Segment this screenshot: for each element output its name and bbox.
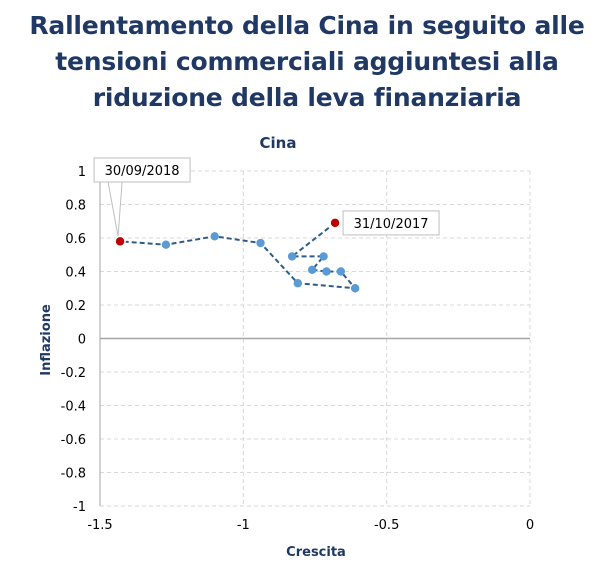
y-tick-label: -0.8: [61, 467, 86, 482]
chart-title: Cina: [260, 134, 297, 152]
page-title: Rallentamento della Cina in seguito alle…: [29, 11, 585, 112]
callouts: 31/10/2017 30/09/2018: [93, 157, 440, 237]
series-line: [119, 222, 358, 290]
axes: [99, 171, 530, 506]
y-tick-label: 0.2: [65, 299, 86, 314]
data-point: [293, 279, 302, 288]
x-tick-label: 0: [526, 518, 534, 533]
grid: [100, 170, 531, 507]
data-point: [322, 267, 331, 276]
callout-box: [342, 210, 440, 236]
data-point: [319, 252, 328, 261]
y-tick-label: -1: [73, 500, 86, 515]
callout: 31/10/2017: [342, 210, 440, 236]
y-tick-labels: 1 0.8 0.6 0.4 0.2 0 -0.2 -0.4 -0.6 -0.8 -1: [61, 165, 86, 515]
highlight-point: [329, 217, 341, 229]
y-tick-label: 0.6: [65, 232, 86, 247]
callout: 30/09/2018: [93, 157, 191, 237]
y-tick-label: 0.8: [65, 199, 86, 214]
x-tick-labels: -1.5 -1 -0.5 0: [87, 518, 534, 533]
data-point: [161, 240, 171, 249]
data-point: [336, 267, 345, 276]
callout-label: 30/09/2018: [105, 164, 180, 179]
callout-box: [93, 157, 191, 183]
y-tick-label: -0.4: [61, 400, 86, 415]
y-tick-label: 1: [78, 165, 86, 180]
x-tick-label: -1: [237, 518, 250, 533]
data-point: [307, 265, 317, 275]
x-tick-label: -1.5: [87, 518, 112, 533]
x-axis-title: Crescita: [286, 545, 346, 560]
callout-label: 31/10/2017: [354, 217, 429, 232]
data-point: [210, 232, 219, 241]
callout-pointer: [107, 181, 123, 237]
x-tick-label: -0.5: [374, 518, 399, 533]
data-point: [350, 284, 360, 293]
highlight-point: [114, 235, 126, 248]
y-axis-title: Inflazione: [39, 304, 54, 376]
y-tick-label: -0.2: [61, 366, 86, 381]
y-tick-label: 0: [78, 333, 86, 348]
y-tick-label: -0.6: [61, 433, 86, 448]
y-tick-label: 0.4: [65, 266, 86, 281]
data-point: [287, 252, 297, 261]
data-point: [256, 238, 265, 248]
data-points: [114, 217, 360, 293]
series-path: [119, 222, 358, 290]
